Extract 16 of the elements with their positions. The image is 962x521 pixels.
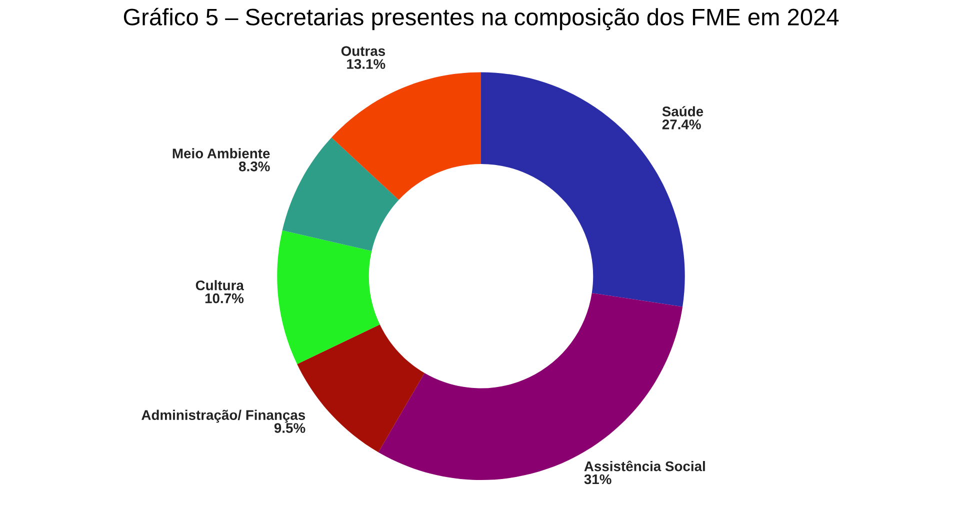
- slice-label: Outras: [341, 46, 386, 56]
- slice-label: Assistência Social: [584, 460, 705, 472]
- data-label: 13.1%: [347, 59, 386, 69]
- data-label: 10.7%: [205, 293, 244, 304]
- slice-label: Cultura: [196, 280, 244, 290]
- chart-title: Gráfico 5 – Secretarias presentes na composição dos FME em 2024: [124, 8, 839, 30]
- donut-slice: [332, 72, 481, 200]
- data-label: 8.3%: [238, 162, 270, 172]
- slice-label: Saúde: [662, 106, 704, 116]
- data-label: 31%: [584, 474, 612, 484]
- slice-label: Administração/ Finanças: [142, 410, 306, 423]
- donut-slice: [282, 138, 399, 251]
- donut-slice: [277, 230, 380, 364]
- data-label: 27.4%: [662, 120, 701, 130]
- slice-label: Meio Ambiente: [172, 148, 270, 158]
- data-label: 9.5%: [274, 423, 306, 433]
